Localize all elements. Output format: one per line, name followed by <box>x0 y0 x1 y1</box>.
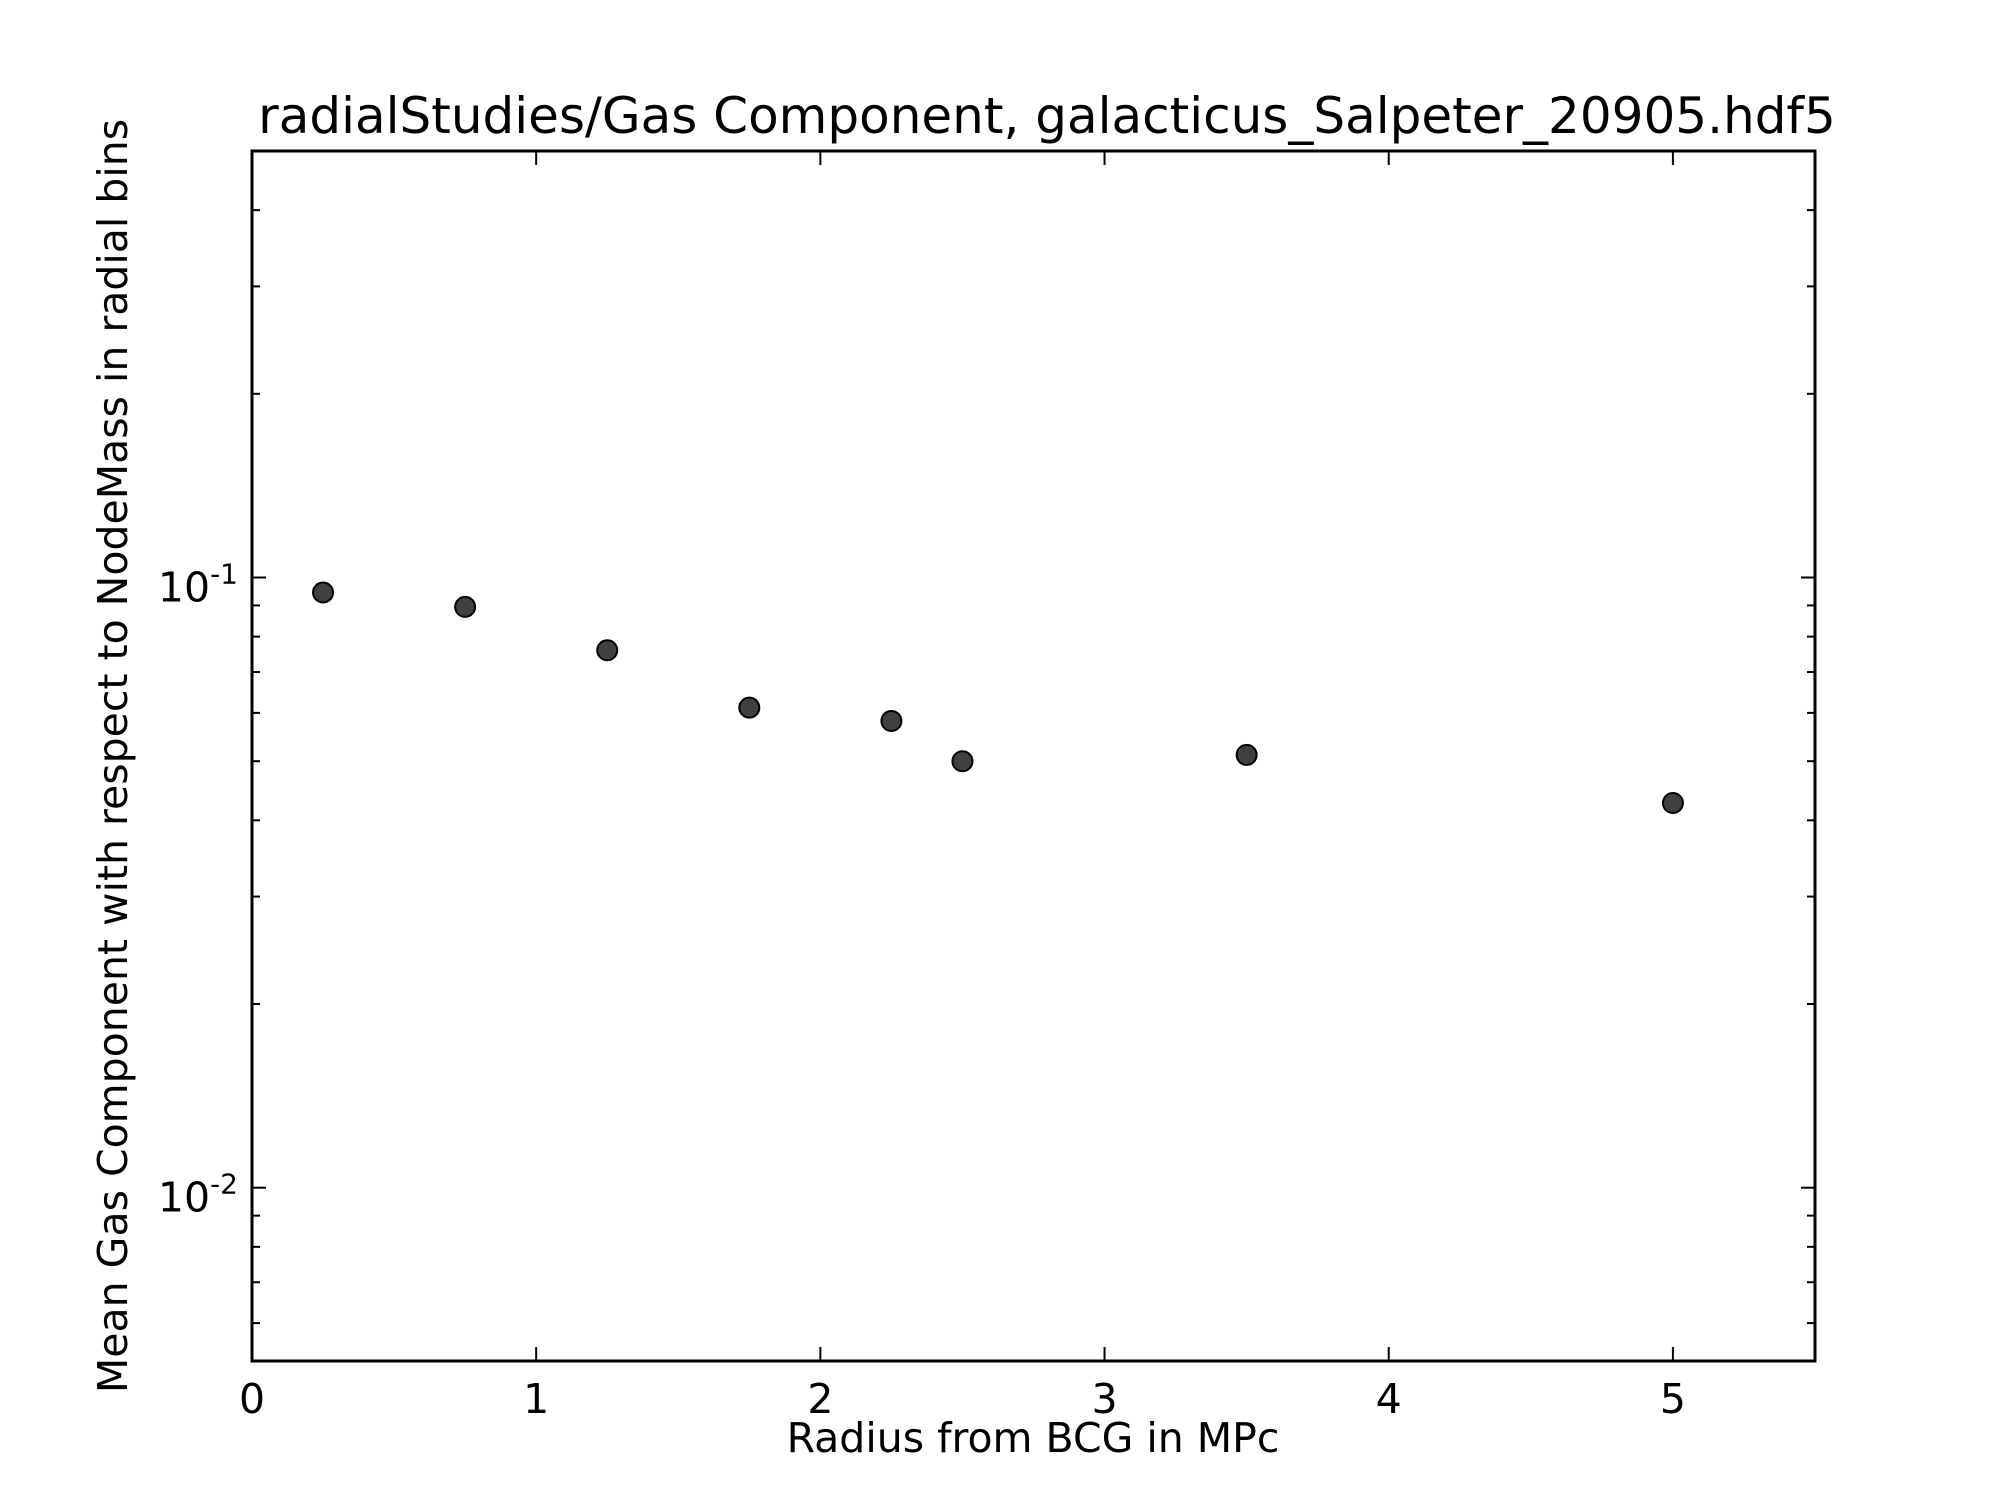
data-point <box>951 750 974 773</box>
x-tick-label: 1 <box>523 1375 549 1423</box>
data-point <box>880 709 903 732</box>
y-tick-label: 10-1 <box>158 558 238 612</box>
x-tick-label: 2 <box>807 1375 833 1423</box>
x-tick-label: 4 <box>1376 1375 1402 1423</box>
data-points <box>312 581 1684 815</box>
y-axis-ticks: 10-1 10-2 <box>158 150 1815 1325</box>
x-axis-label: Radius from BCG in MPc <box>787 1414 1280 1462</box>
data-point <box>738 696 761 719</box>
data-point <box>454 595 477 618</box>
data-point <box>312 581 335 604</box>
data-point <box>1235 743 1258 766</box>
y-tick-label: 10-2 <box>158 1168 238 1222</box>
chart-title: radialStudies/Gas Component, galacticus_… <box>258 87 1836 145</box>
x-axis-ticks: 0 1 2 3 4 5 <box>239 151 1686 1423</box>
data-point <box>596 639 619 662</box>
x-tick-label: 5 <box>1660 1375 1686 1423</box>
data-point <box>1661 792 1684 815</box>
plot-frame <box>250 149 1817 1363</box>
x-tick-label: 0 <box>239 1375 265 1423</box>
x-tick-label: 3 <box>1091 1375 1117 1423</box>
y-axis-label: Mean Gas Component with respect to NodeM… <box>89 119 137 1393</box>
